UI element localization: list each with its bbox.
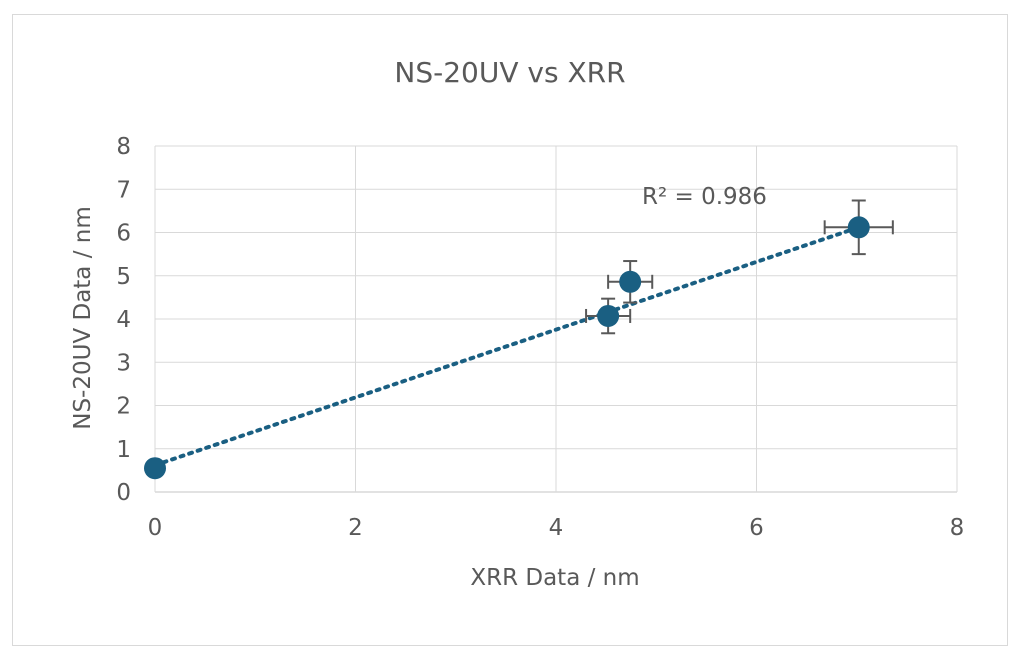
error-bars (585, 199, 894, 335)
chart-title: NS-20UV vs XRR (394, 56, 625, 89)
tick-labels: 0 1 2 3 4 5 6 7 8 0 2 4 6 8 (116, 134, 964, 541)
y-tick-label: 1 (116, 437, 131, 463)
y-tick-label: 2 (116, 394, 131, 420)
data-points (144, 216, 870, 480)
r-squared-label: R² = 0.986 (642, 184, 767, 210)
y-tick-label: 6 (116, 221, 131, 247)
y-axis-title: NS-20UV Data / nm (70, 206, 96, 430)
x-tick-label: 0 (148, 515, 163, 541)
trendline-group (153, 225, 861, 468)
data-point (597, 304, 620, 327)
y-tick-label: 5 (116, 264, 131, 290)
data-point (847, 216, 870, 239)
y-tick-label: 8 (116, 134, 131, 160)
y-tick-label: 3 (116, 350, 131, 376)
data-point (619, 270, 642, 293)
y-tick-label: 4 (116, 307, 131, 333)
x-tick-label: 2 (348, 515, 363, 541)
y-tick-label: 0 (116, 480, 131, 506)
x-tick-label: 6 (749, 515, 764, 541)
grid (154, 145, 958, 493)
x-tick-label: 4 (549, 515, 564, 541)
chart-frame (12, 14, 1008, 646)
y-tick-label: 7 (116, 177, 131, 203)
x-axis-title: XRR Data / nm (470, 565, 639, 591)
trendline (153, 225, 861, 468)
data-point (144, 457, 166, 480)
x-tick-label: 8 (950, 515, 965, 541)
